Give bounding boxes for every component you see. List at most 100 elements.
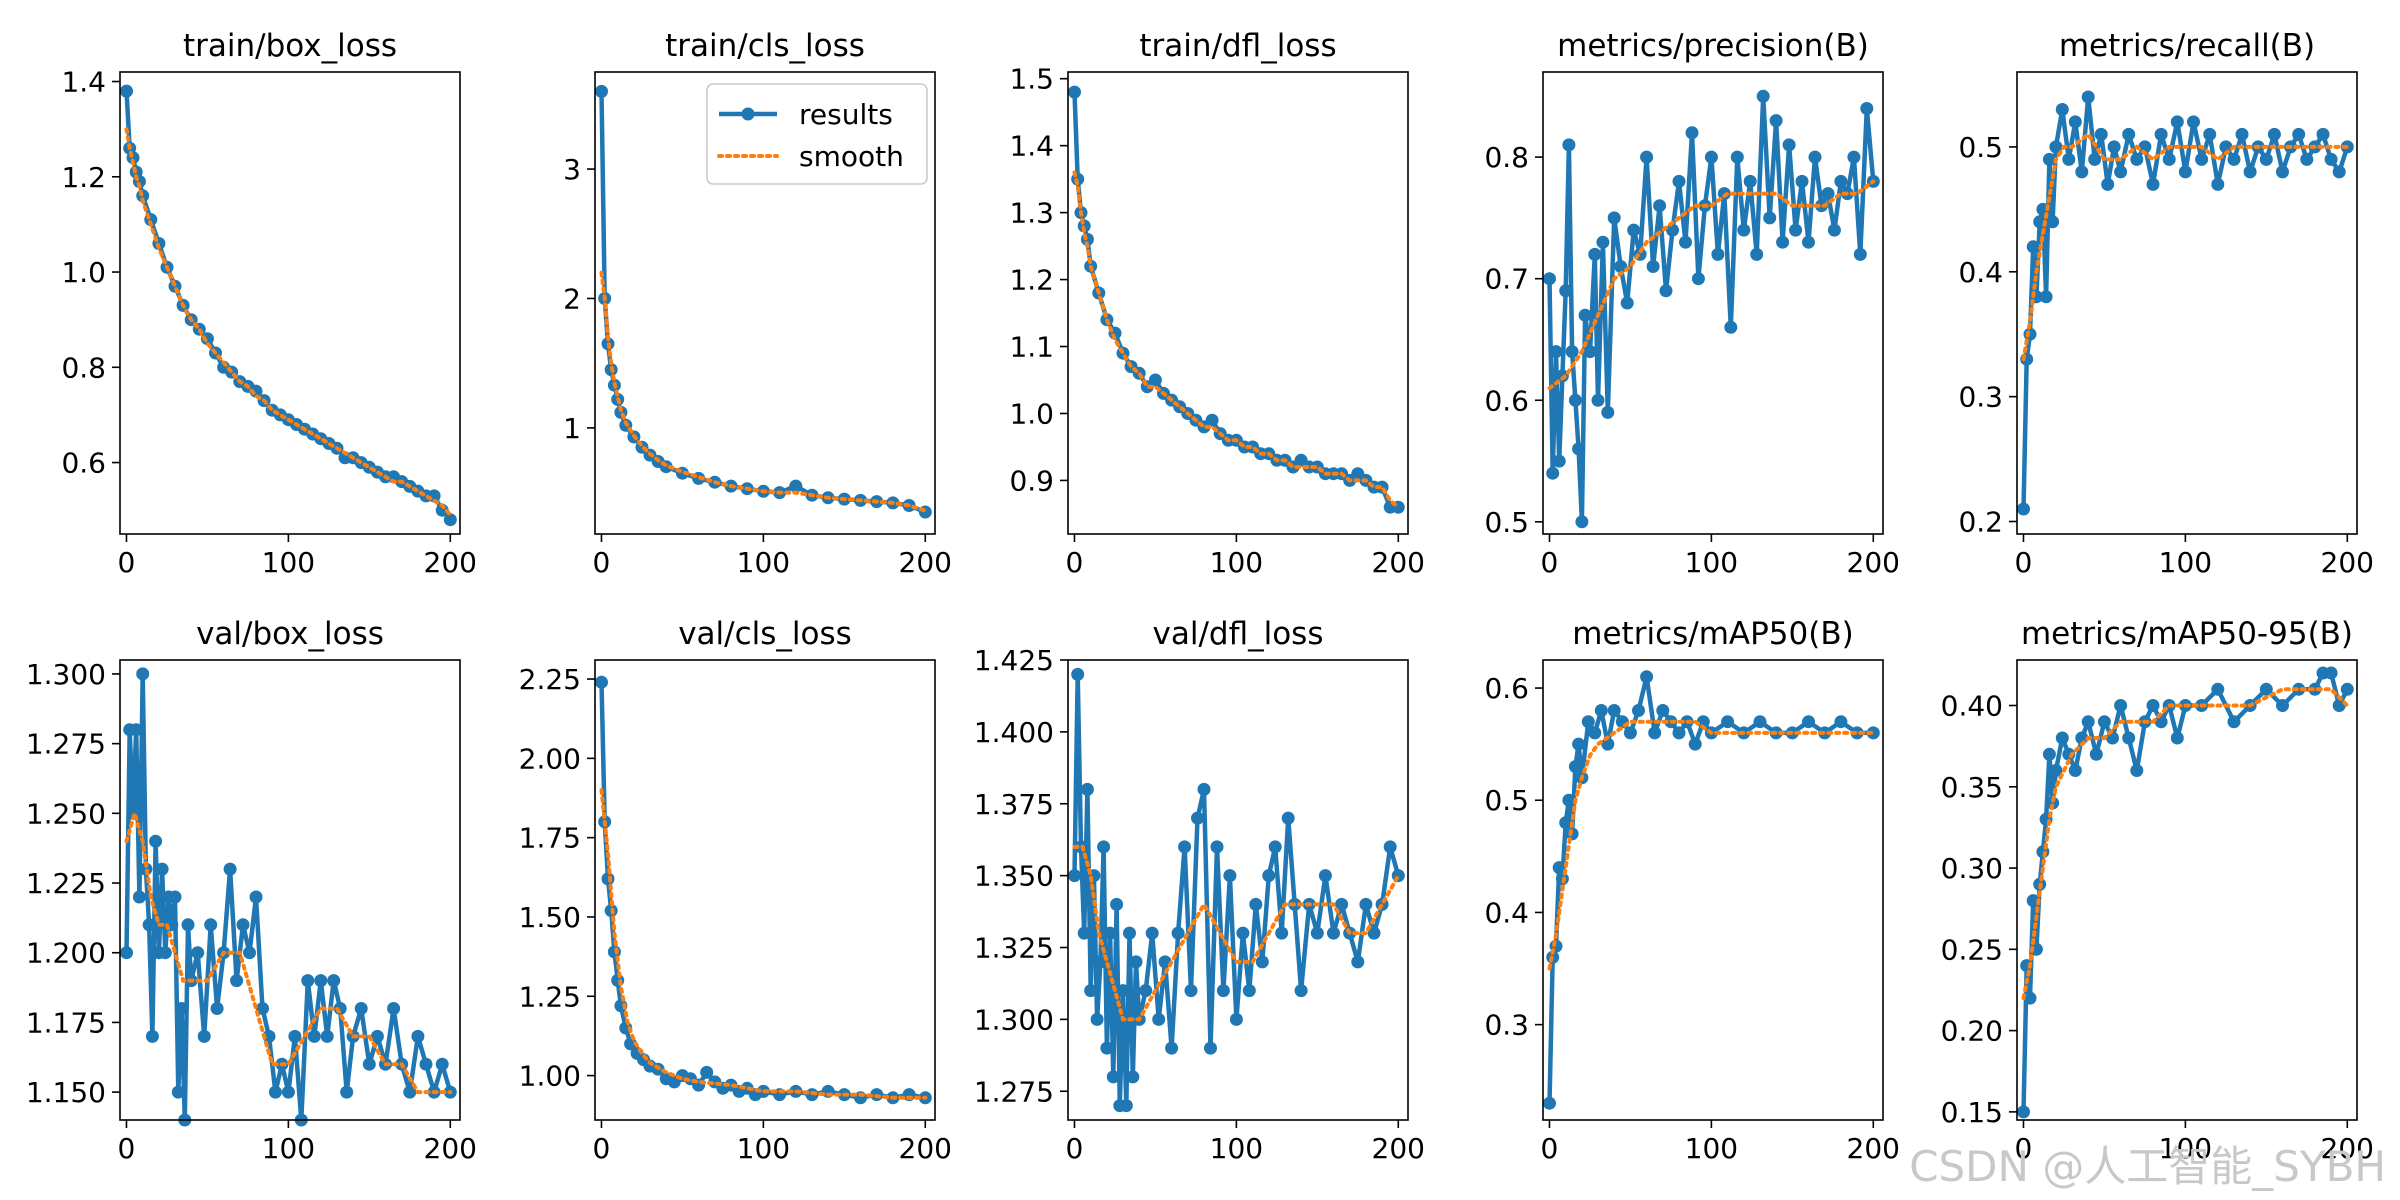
results-point [2267,127,2281,141]
results-point [1255,955,1269,969]
results-point [2259,682,2273,696]
results-point [155,862,169,876]
x-tick-label: 0 [1541,1132,1559,1165]
results-point [1559,284,1573,298]
results-point [2243,165,2257,179]
results-point [2170,115,2184,129]
axes-frame [594,659,936,1121]
subplot: metrics/precision(B) 0 100 200 0.5 0.6 0.7 0.8 [1484,28,1900,579]
legend-box [706,83,928,185]
results-point [2308,682,2322,696]
y-tick-label: 0.6 [1484,384,1529,417]
y-tick-label: 0.9 [1009,464,1054,497]
results-point [1383,840,1397,854]
y-tick-label: 1.175 [26,1006,106,1039]
smooth-line [599,270,928,513]
results-point [1607,211,1621,225]
smooth-line [2021,687,2350,1001]
results-point [2114,699,2128,712]
results-point [1679,235,1692,249]
results-point [129,723,143,737]
y-tick-label: 0.4 [1958,256,2003,289]
y-tick-label: 0.2 [1958,506,2003,539]
results-point [191,946,205,960]
results-point [2276,699,2289,712]
axes-frame [1542,71,1884,535]
x-tick-label: 100 [1685,546,1738,579]
results-point [1262,869,1276,883]
results-point [354,1002,368,1015]
y-tick-label: 1.300 [26,658,106,691]
results-point [2023,327,2037,341]
legend-results-label: results [799,98,893,131]
y-tick-label: 1.2 [1009,264,1054,297]
results-point [1596,235,1610,249]
results-point [1640,150,1654,164]
subplot: val/cls_loss 0 100 200 1.00 1.25 1.50 1.75 2.00 2… [519,616,952,1165]
results-point [2055,103,2069,116]
subplot-title: metrics/mAP50-95(B) [2021,616,2353,652]
subplot-title: metrics/recall(B) [2059,28,2315,64]
results-point [2170,731,2184,745]
results-point [1552,861,1566,875]
axes-frame [1067,71,1409,535]
results-point [1802,235,1815,249]
y-tick-label: 0.7 [1484,263,1529,296]
y-tick-label: 0.6 [61,447,106,480]
results-point [2097,715,2111,729]
x-tick-label: 200 [1372,1132,1425,1165]
results-point [1562,138,1576,152]
results-point [1068,869,1081,883]
smooth-line [2021,131,2350,362]
results-point [2332,165,2346,179]
results-point [624,1037,638,1051]
results-point [1197,782,1211,796]
results-point [1672,174,1686,188]
results-point [1646,260,1660,273]
results-point [181,918,195,932]
results-point [1281,811,1295,825]
results-point [435,1057,449,1071]
results-point [2227,152,2241,166]
results-point [411,1029,425,1043]
results-point [1572,442,1586,456]
smooth-line [1072,844,1401,1022]
results-point [1110,897,1124,911]
results-point [2195,152,2209,166]
subplot-title: train/dfl_loss [1139,28,1336,64]
x-tick-label: 100 [1210,546,1263,579]
results-point [1808,150,1822,164]
subplot: train/box_loss 0 100 200 0.6 0.8 1.0 1.2 1.4 [61,28,477,579]
y-tick-label: 1.00 [519,1060,581,1093]
x-tick-label: 200 [424,546,477,579]
results-point [1216,984,1230,998]
y-tick-label: 0.25 [1941,933,2003,966]
results-point [1656,704,1670,717]
results-point [2340,682,2354,696]
results-point [1583,345,1597,359]
results-point [2075,165,2089,179]
results-point [1750,247,1764,261]
results-point [1730,150,1744,164]
results-point [1594,704,1608,717]
results-point [1191,811,1204,825]
results-point [120,84,133,98]
results-point [1367,926,1381,940]
y-tick-label: 1.3 [1009,197,1054,230]
results-point [1632,704,1645,717]
results-point [1275,926,1289,940]
results-point [1627,223,1641,237]
results-point [2316,127,2330,141]
results-point [230,974,244,988]
results-point [1205,413,1219,427]
results-point [2068,115,2082,129]
smooth-line [1547,179,1876,391]
results-point [2114,165,2128,179]
y-tick-label: 1.4 [61,66,106,99]
results-point [2203,127,2217,141]
y-tick-label: 0.5 [1484,784,1529,817]
x-tick-label: 0 [2015,1132,2033,1165]
axes-frame [1067,659,1409,1121]
results-point [2259,152,2273,166]
results-point [2046,796,2060,810]
